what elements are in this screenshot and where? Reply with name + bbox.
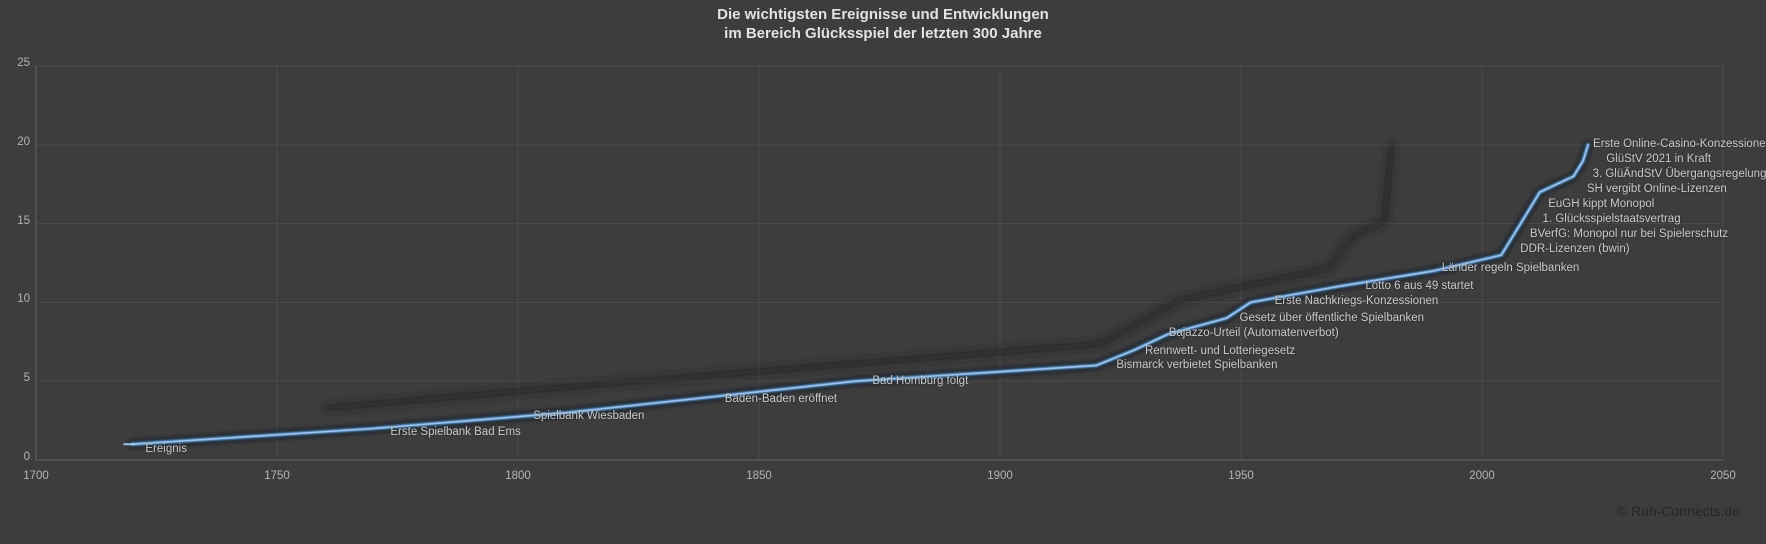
- event-label: 1. Glücksspielstaatsvertrag: [1542, 212, 1681, 225]
- event-label: GlüStV 2021 in Kraft: [1606, 152, 1712, 165]
- event-label: 3. GlüÄndStV Übergangsregelung: [1592, 168, 1766, 181]
- y-tick-label: 25: [17, 57, 30, 69]
- y-tick-label: 10: [17, 293, 30, 306]
- event-label: Gesetz über öffentliche Spielbanken: [1239, 312, 1425, 325]
- x-tick-label: 1750: [264, 470, 290, 482]
- x-tick-label: 1800: [505, 470, 531, 482]
- event-label: Ereignis: [145, 443, 187, 456]
- event-label: Erste Online-Casino-Konzessionen: [1593, 137, 1766, 150]
- event-label: Länder regeln Spielbanken: [1441, 261, 1580, 274]
- x-tick-label: 2050: [1710, 470, 1736, 482]
- event-label: Bad Homburg folgt: [872, 375, 969, 388]
- event-label: Erste Spielbank Bad Ems: [390, 426, 521, 439]
- event-label: Bajazzo-Urteil (Automatenverbot): [1168, 326, 1339, 339]
- x-tick-label: 1950: [1228, 470, 1254, 482]
- x-tick-label: 1900: [987, 470, 1013, 482]
- y-tick-label: 5: [23, 372, 30, 385]
- chart-title-line1: Die wichtigsten Ereignisse und Entwicklu…: [717, 6, 1049, 23]
- x-tick-label: 1700: [23, 470, 49, 482]
- event-label: Spielbank Wiesbaden: [533, 409, 645, 422]
- event-label: Erste Nachkriegs-Konzessionen: [1274, 295, 1439, 308]
- x-tick-label: 2000: [1469, 470, 1495, 482]
- watermark: © Ruh-Connects.de: [1616, 503, 1740, 519]
- event-line-core: [131, 144, 1589, 446]
- x-tick-label: 1850: [746, 470, 772, 482]
- chart-title: Die wichtigsten Ereignisse und Entwicklu…: [0, 5, 1766, 43]
- y-tick-label: 15: [17, 214, 30, 227]
- event-label: DDR-Lizenzen (bwin): [1520, 243, 1630, 256]
- event-label: SH vergibt Online-Lizenzen: [1586, 183, 1727, 196]
- series-shadow-line: [324, 142, 1395, 411]
- event-label: Baden-Baden eröffnet: [724, 392, 838, 405]
- event-label: Lotto 6 aus 49 startet: [1365, 279, 1474, 292]
- chart-title-line2: im Bereich Glücksspiel der letzten 300 J…: [724, 25, 1042, 42]
- event-label: EuGH kippt Monopol: [1548, 197, 1655, 210]
- event-label: Bismarck verbietet Spielbanken: [1116, 359, 1278, 372]
- event-label: BVerfG: Monopol nur bei Spielerschutz: [1529, 228, 1729, 241]
- y-tick-label: 0: [23, 451, 30, 463]
- y-tick-label: 20: [17, 135, 30, 148]
- event-label: Rennwett- und Lotteriegesetz: [1144, 344, 1296, 357]
